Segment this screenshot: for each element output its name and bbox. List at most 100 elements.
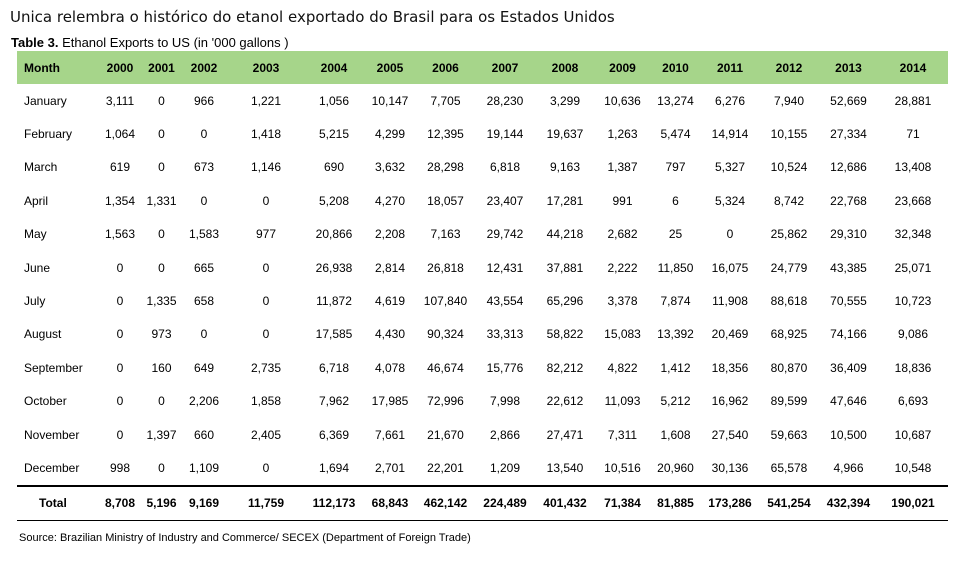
value-cell: 0 [158,227,165,242]
value-cell: 30,136 [711,460,749,475]
table-body: January 3,111 0 966 1,221 1,056 10,147 7,705 28,… [17,84,948,486]
value-cell: 11,093 [604,394,641,409]
total-cell: 432,394 [819,484,878,521]
value-cell: 966 [193,93,215,108]
value-cell: 0 [158,93,165,108]
value-cell: 43,554 [486,294,524,309]
year-header: 2013 [819,51,878,84]
value-cell: 72,996 [427,394,464,409]
value-cell: 0 [116,394,124,409]
table-row: February 1,064 0 0 1,418 5,215 4,299 12,395 19,1… [17,117,948,150]
value-cell: 32,348 [894,227,932,242]
value-cell: 10,155 [770,127,808,142]
value-cell: 12,431 [486,260,524,275]
year-header: 2011 [701,51,759,84]
value-cell: 4,299 [374,127,406,142]
value-cell: 0 [158,127,165,142]
month-cell: February [24,127,73,142]
year-header: 2003 [228,51,304,84]
value-cell: 11,872 [316,294,352,309]
value-cell: 8,742 [773,193,805,208]
value-cell: 7,998 [489,394,521,409]
value-cell: 1,331 [146,193,177,208]
value-cell: 7,962 [318,394,350,409]
value-cell: 15,776 [486,360,524,375]
year-header: 2006 [416,51,475,84]
total-cell: 11,759 [228,484,304,521]
month-cell: August [24,327,62,342]
total-cell: 224,489 [475,484,535,521]
value-cell: 107,840 [423,294,468,309]
value-cell: 2,701 [374,460,406,475]
value-cell: 7,661 [374,427,406,442]
total-cell: 541,254 [759,484,819,521]
value-cell: 13,408 [894,160,932,175]
month-cell: July [24,294,46,309]
value-cell: 1,221 [250,93,282,108]
table-caption: Table 3. Ethanol Exports to US (in '000 … [11,35,289,50]
table-row: June 0 0 665 0 26,938 2,814 26,818 12,431 37,881 2… [17,251,948,284]
value-cell: 1,387 [607,160,638,175]
total-cell: 190,021 [878,484,948,521]
value-cell: 24,779 [770,260,808,275]
value-cell: 1,397 [146,427,177,442]
value-cell: 2,866 [489,427,521,442]
year-header: 2001 [143,51,180,84]
total-cell: 81,885 [650,484,701,521]
value-cell: 0 [116,360,124,375]
value-cell: 88,618 [770,294,808,309]
value-cell: 4,270 [374,193,406,208]
value-cell: 70,555 [830,294,867,309]
value-cell: 1,335 [146,294,177,309]
value-cell: 37,881 [546,260,584,275]
month-cell: April [24,193,49,208]
source-note: Source: Brazilian Ministry of Industry a… [19,532,471,544]
value-cell: 991 [612,193,633,208]
value-cell: 29,742 [486,227,524,242]
value-cell: 33,313 [486,327,524,342]
value-cell: 21,670 [427,427,464,442]
value-cell: 16,962 [711,394,749,409]
total-cell: 462,142 [416,484,475,521]
value-cell: 10,500 [830,427,867,442]
value-cell: 0 [158,460,165,475]
value-cell: 36,409 [830,360,867,375]
value-cell: 0 [200,193,208,208]
value-cell: 1,209 [489,460,521,475]
value-cell: 65,578 [770,460,808,475]
value-cell: 0 [116,294,124,309]
value-cell: 4,822 [607,360,638,375]
value-cell: 10,516 [604,460,641,475]
year-header: 2004 [304,51,364,84]
value-cell: 4,966 [833,460,864,475]
value-cell: 2,682 [607,227,638,242]
value-cell: 0 [158,260,165,275]
value-cell: 0 [262,260,270,275]
value-cell: 19,637 [546,127,584,142]
value-cell: 43,385 [830,260,867,275]
value-cell: 3,111 [105,93,135,108]
value-cell: 1,064 [104,127,136,142]
value-cell: 673 [193,160,215,175]
month-cell: December [24,460,80,475]
value-cell: 13,540 [546,460,584,475]
value-cell: 28,230 [486,93,524,108]
month-cell: June [24,260,51,275]
value-cell: 10,687 [894,427,932,442]
value-cell: 1,694 [318,460,350,475]
value-cell: 2,222 [607,260,638,275]
value-cell: 973 [151,327,172,342]
value-cell: 0 [200,327,208,342]
total-cell: 112,173 [304,484,364,521]
value-cell: 17,585 [315,327,353,342]
value-cell: 0 [726,227,734,242]
value-cell: 9,163 [549,160,581,175]
total-cell: 71,384 [595,484,650,521]
table-row: March 619 0 673 1,146 690 3,632 28,298 6,818 9,16… [17,151,948,184]
total-cell: 401,432 [535,484,595,521]
year-header: 2012 [759,51,819,84]
value-cell: 0 [116,260,124,275]
value-cell: 6,276 [714,93,746,108]
value-cell: 4,430 [374,327,406,342]
value-cell: 89,599 [770,394,808,409]
